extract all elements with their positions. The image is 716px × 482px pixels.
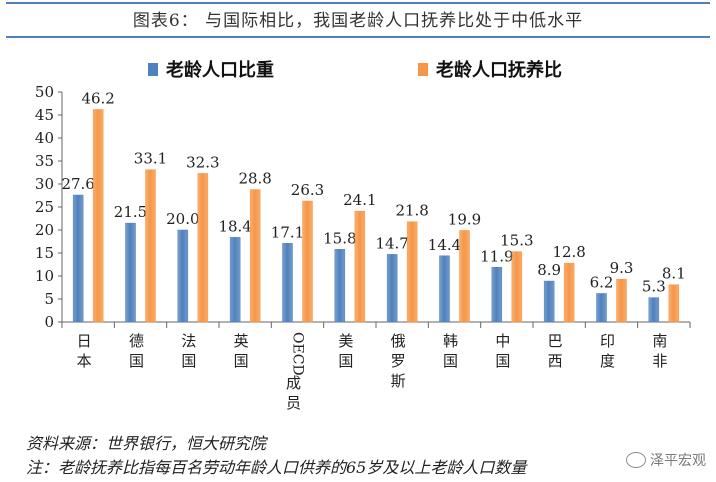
- x-tick-label: 法国: [181, 332, 196, 370]
- value-label: 5.3: [642, 278, 666, 296]
- watermark: 泽平宏观: [626, 450, 706, 470]
- y-tick-label: 20: [35, 221, 54, 239]
- value-label: 14.7: [375, 234, 408, 252]
- x-tick-label: 南非: [652, 332, 667, 370]
- y-tick-label: 15: [35, 244, 54, 262]
- wechat-icon: [626, 452, 646, 468]
- bar-series2: [302, 200, 313, 323]
- bar-series1: [72, 194, 84, 323]
- x-tick-label: 德国: [129, 332, 144, 370]
- value-label: 21.5: [114, 203, 147, 221]
- value-label: 18.4: [218, 217, 251, 235]
- y-tick-label: 30: [35, 175, 54, 193]
- y-tick-label: 35: [35, 152, 54, 170]
- bar-series2: [511, 251, 523, 323]
- bar-series1: [596, 293, 607, 323]
- value-label: 12.8: [552, 243, 585, 261]
- legend-label-series1: 老龄人口比重: [166, 60, 274, 81]
- value-label: 21.8: [395, 202, 428, 220]
- x-tick-label: 日本: [77, 332, 92, 370]
- value-label: 24.1: [343, 191, 376, 209]
- bar-chart: 0 5 10 15 20 25 30 35 40 45 50 27.6 46.2 日本 21.5 33.1 德国…: [35, 83, 691, 412]
- y-tick-label: 0: [44, 313, 54, 331]
- x-tick-label: 韩国: [443, 332, 458, 370]
- value-label: 46.2: [81, 89, 114, 107]
- bar-series2: [668, 284, 680, 323]
- legend-item-series1: 老龄人口比重: [148, 56, 274, 82]
- value-label: 11.9: [480, 247, 513, 265]
- y-tick-label: 50: [35, 83, 54, 101]
- value-label: 15.8: [323, 229, 356, 247]
- legend-swatch-series1: [148, 62, 158, 76]
- value-label: 32.3: [186, 153, 219, 171]
- bar-series2: [563, 262, 575, 323]
- bar-series2: [616, 278, 627, 323]
- top-rule: [6, 2, 710, 4]
- value-label: 33.1: [134, 150, 167, 168]
- bar-series2: [459, 230, 470, 323]
- bar-series2: [92, 109, 104, 323]
- bar-series1: [282, 243, 293, 323]
- x-tick-label: 俄罗斯: [391, 332, 406, 390]
- y-tick-label: 10: [35, 267, 54, 285]
- value-label: 8.9: [537, 261, 561, 279]
- bar-series2: [354, 210, 366, 323]
- bar-series1: [386, 254, 398, 323]
- y-tick-label: 25: [35, 198, 54, 216]
- x-tick-label: 印度: [600, 332, 615, 370]
- value-label: 15.3: [500, 232, 533, 250]
- source-note: 资料来源：世界银行，恒大研究院: [26, 434, 267, 453]
- bar-series2: [249, 189, 261, 323]
- x-tick-label: 中国: [495, 332, 510, 370]
- chart-title: 图表6： 与国际相比，我国老龄人口抚养比处于中低水平: [132, 11, 584, 31]
- bar-series1: [439, 255, 450, 323]
- x-tick-label: 成员: [286, 374, 301, 412]
- bar-series1: [125, 222, 136, 323]
- value-label: 8.1: [662, 265, 686, 283]
- legend: 老龄人口比重 老龄人口抚养比: [0, 56, 716, 82]
- bar-series2: [197, 173, 209, 323]
- value-label: 14.4: [428, 236, 461, 254]
- y-tick-label: 40: [35, 129, 54, 147]
- definition-note: 注：老龄抚养比指每百名劳动年龄人口供养的65岁及以上老龄人口数量: [26, 458, 527, 477]
- legend-label-series2: 老龄人口抚养比: [436, 60, 562, 81]
- value-label: 19.9: [448, 210, 481, 228]
- title-rule: [6, 36, 710, 38]
- value-label: 27.6: [61, 175, 94, 193]
- bar-series1: [648, 297, 660, 323]
- bar-series1: [229, 237, 241, 323]
- y-tick-label: 45: [35, 106, 54, 124]
- bar-series1: [177, 229, 189, 323]
- value-label: 17.1: [271, 223, 304, 241]
- value-label: 26.3: [291, 181, 324, 199]
- watermark-text: 泽平宏观: [650, 453, 706, 469]
- x-tick-label: 美国: [338, 332, 353, 370]
- legend-item-series2: 老龄人口抚养比: [418, 56, 562, 82]
- bar-series1: [491, 267, 503, 323]
- y-tick-label: 5: [44, 290, 54, 308]
- bar-series1: [543, 280, 555, 323]
- legend-swatch-series2: [418, 62, 428, 76]
- value-label: 28.8: [238, 170, 271, 188]
- bar-series2: [145, 169, 156, 323]
- value-label: 9.3: [610, 259, 634, 277]
- x-tick-label: 英国: [234, 332, 249, 370]
- bar-series1: [334, 249, 346, 323]
- x-tick-label: 巴西: [548, 332, 563, 370]
- value-label: 20.0: [166, 210, 199, 228]
- x-tick-label-latin: OECD: [290, 332, 306, 376]
- bar-series2: [406, 221, 418, 323]
- value-label: 6.2: [590, 273, 614, 291]
